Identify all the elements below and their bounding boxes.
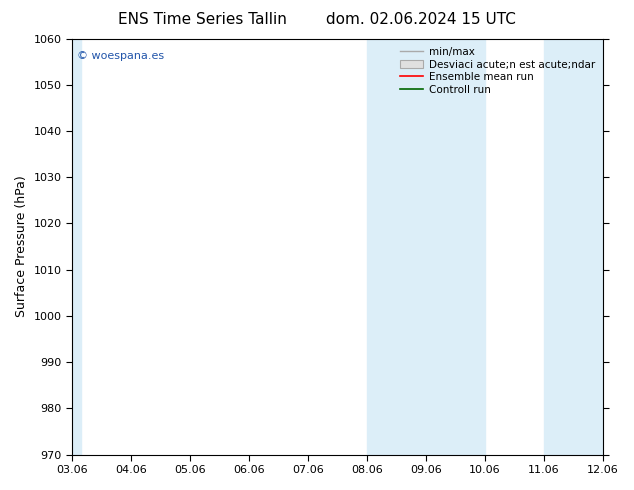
Bar — [544, 39, 603, 455]
Bar — [72, 39, 81, 455]
Text: ENS Time Series Tallin        dom. 02.06.2024 15 UTC: ENS Time Series Tallin dom. 02.06.2024 1… — [118, 12, 516, 27]
Y-axis label: Surface Pressure (hPa): Surface Pressure (hPa) — [15, 176, 28, 318]
Bar — [426, 39, 485, 455]
Text: © woespana.es: © woespana.es — [77, 51, 165, 61]
Bar — [367, 39, 426, 455]
Legend: min/max, Desviaci acute;n est acute;ndar, Ensemble mean run, Controll run: min/max, Desviaci acute;n est acute;ndar… — [398, 44, 598, 98]
